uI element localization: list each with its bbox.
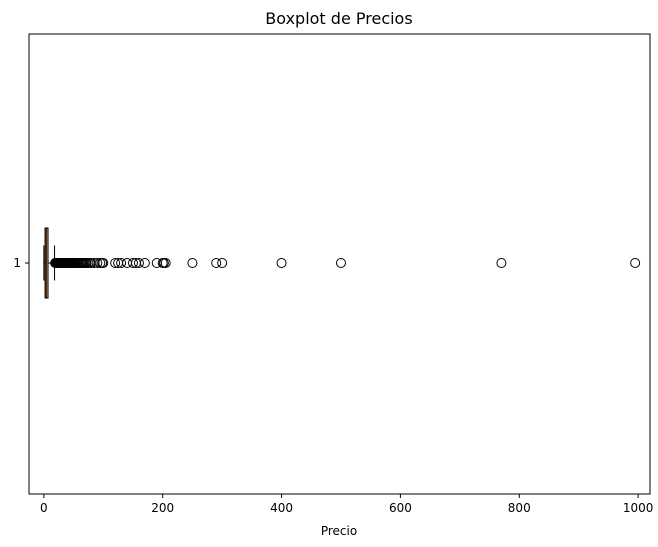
- plot-area: [28, 33, 651, 495]
- x-tick-label: 800: [508, 501, 531, 515]
- chart-title: Boxplot de Precios: [265, 9, 412, 28]
- outlier-point: [217, 258, 228, 268]
- x-tick-label: 0: [40, 501, 48, 515]
- x-tick-label: 400: [270, 501, 293, 515]
- outlier-point: [630, 258, 641, 268]
- x-tick-label: 1000: [623, 501, 654, 515]
- y-tick-label: 1: [13, 256, 21, 270]
- outlier-point: [187, 258, 198, 268]
- outlier-point: [92, 258, 103, 268]
- x-axis: 0 200 400 600 800 1000: [40, 494, 653, 515]
- outlier-point: [116, 258, 127, 268]
- y-axis: 1: [13, 256, 29, 270]
- outlier-point: [211, 258, 222, 268]
- x-tick-label: 200: [151, 501, 174, 515]
- x-axis-label: Precio: [321, 524, 357, 538]
- outlier-point: [496, 258, 507, 268]
- outlier-point: [133, 258, 144, 268]
- outlier-point: [276, 258, 287, 268]
- outlier-point: [127, 258, 138, 268]
- outlier-point: [98, 258, 109, 268]
- outlier-point: [139, 258, 150, 268]
- boxes-group: [43, 227, 641, 299]
- outlier-point: [335, 258, 346, 268]
- outlier-point: [110, 258, 121, 268]
- x-tick-label: 600: [389, 501, 412, 515]
- outlier-point: [160, 258, 171, 268]
